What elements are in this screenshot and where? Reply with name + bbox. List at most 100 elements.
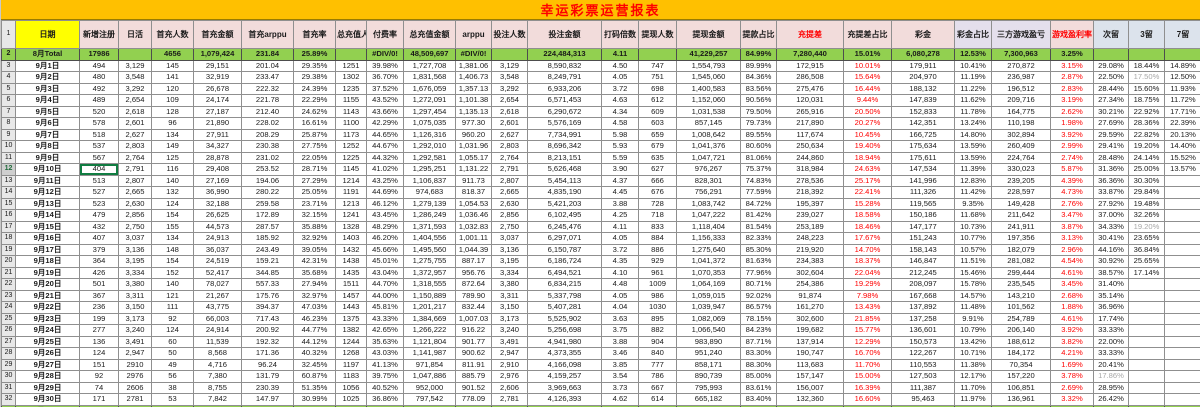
- table-cell[interactable]: 124: [79, 347, 119, 360]
- date-cell[interactable]: 9月26日: [15, 347, 80, 360]
- table-cell[interactable]: 137,258: [891, 312, 955, 325]
- table-cell[interactable]: 3,195: [118, 255, 152, 268]
- table-cell[interactable]: 492: [79, 82, 119, 95]
- table-cell[interactable]: 9.91%: [954, 312, 992, 325]
- table-cell[interactable]: 24,914: [193, 324, 242, 337]
- table-cell[interactable]: 35.63%: [366, 335, 404, 348]
- table-cell[interactable]: 147,534: [891, 163, 955, 176]
- date-cell[interactable]: 9月30日: [15, 393, 80, 406]
- table-cell[interactable]: 22.50%: [1093, 71, 1129, 84]
- table-cell[interactable]: 520: [79, 105, 119, 118]
- table-cell[interactable]: 1,001.11: [455, 232, 492, 245]
- table-cell[interactable]: 21,267: [193, 289, 242, 302]
- column-header-21[interactable]: 三方游戏盈亏: [991, 20, 1051, 49]
- table-cell[interactable]: 35.88%: [293, 220, 336, 233]
- table-cell[interactable]: 10.57%: [954, 243, 992, 256]
- table-cell[interactable]: 3,311: [118, 289, 152, 302]
- table-cell[interactable]: 479: [79, 209, 119, 222]
- table-cell[interactable]: [1164, 381, 1200, 394]
- column-header-23[interactable]: 次留: [1093, 20, 1129, 49]
- table-cell[interactable]: 5,421,203: [527, 197, 602, 210]
- table-cell[interactable]: 84.23%: [740, 324, 777, 337]
- table-cell[interactable]: 777: [638, 358, 677, 371]
- table-cell[interactable]: 37.52%: [366, 82, 404, 95]
- date-cell[interactable]: 9月8日: [15, 140, 80, 153]
- table-cell[interactable]: 6,102,495: [527, 209, 602, 222]
- table-cell[interactable]: 15.52%: [1164, 151, 1200, 164]
- table-cell[interactable]: 7,842: [193, 393, 242, 406]
- table-cell[interactable]: 1435: [335, 266, 367, 279]
- table-cell[interactable]: 1,121,804: [403, 335, 456, 348]
- table-cell[interactable]: 1,047,721: [676, 151, 741, 164]
- table-cell[interactable]: 36.36%: [1093, 174, 1129, 187]
- table-cell[interactable]: 159.21: [241, 255, 294, 268]
- table-cell[interactable]: 10.01%: [843, 59, 892, 72]
- table-cell[interactable]: 1,055.17: [455, 151, 492, 164]
- table-cell[interactable]: [1164, 301, 1200, 314]
- table-cell[interactable]: 197,356: [991, 232, 1051, 245]
- table-cell[interactable]: 2,618: [491, 105, 528, 118]
- table-cell[interactable]: 1,150,889: [403, 289, 456, 302]
- row-number[interactable]: 20: [1, 255, 16, 268]
- table-cell[interactable]: 16.44%: [843, 82, 892, 95]
- table-cell[interactable]: [1128, 312, 1165, 325]
- table-cell[interactable]: 1252: [335, 140, 367, 153]
- table-cell[interactable]: 18.94%: [843, 151, 892, 164]
- table-cell[interactable]: 3.25%: [1050, 48, 1094, 61]
- table-cell[interactable]: 36.86%: [366, 393, 404, 406]
- table-cell[interactable]: 3,292: [491, 82, 528, 95]
- table-cell[interactable]: 233.47: [241, 71, 294, 84]
- table-cell[interactable]: 747: [638, 59, 677, 72]
- table-cell[interactable]: 1268: [335, 347, 367, 360]
- table-cell[interactable]: 1,064,169: [676, 278, 741, 291]
- table-cell[interactable]: 1251: [335, 59, 367, 72]
- table-cell[interactable]: 92: [151, 312, 194, 325]
- table-cell[interactable]: 5,576,169: [527, 117, 602, 130]
- table-cell[interactable]: 92: [79, 370, 119, 383]
- table-cell[interactable]: 36.84%: [1128, 243, 1165, 256]
- table-cell[interactable]: [638, 48, 677, 61]
- table-cell[interactable]: 9.44%: [843, 94, 892, 107]
- row-number[interactable]: 2: [1, 48, 16, 61]
- table-cell[interactable]: 44.16%: [1093, 243, 1129, 256]
- table-cell[interactable]: 1030: [638, 301, 677, 314]
- row-number[interactable]: 31: [1, 381, 16, 394]
- table-cell[interactable]: 1,126,316: [403, 128, 456, 141]
- table-cell[interactable]: 1438: [335, 255, 367, 268]
- table-cell[interactable]: 7.98%: [843, 289, 892, 302]
- table-cell[interactable]: 2,618: [118, 105, 152, 118]
- table-cell[interactable]: 20.50%: [843, 105, 892, 118]
- table-cell[interactable]: 3.78%: [1050, 370, 1094, 383]
- table-cell[interactable]: 243.49: [241, 243, 294, 256]
- date-cell[interactable]: 9月23日: [15, 312, 80, 325]
- table-cell[interactable]: 145: [151, 59, 194, 72]
- table-cell[interactable]: 5.59: [601, 151, 639, 164]
- table-cell[interactable]: 17.86%: [1093, 370, 1129, 383]
- table-cell[interactable]: 3.87%: [1050, 220, 1094, 233]
- table-cell[interactable]: 172,915: [776, 59, 844, 72]
- table-cell[interactable]: 43,775: [193, 301, 242, 314]
- table-cell[interactable]: 36.96%: [1093, 301, 1129, 314]
- row-number[interactable]: 23: [1, 289, 16, 302]
- table-cell[interactable]: 42.29%: [366, 117, 404, 130]
- table-cell[interactable]: 156,007: [776, 381, 844, 394]
- column-header-0[interactable]: 日期: [15, 20, 80, 49]
- column-header-3[interactable]: 首充人数: [151, 20, 194, 49]
- table-cell[interactable]: 17.14%: [1128, 266, 1165, 279]
- table-cell[interactable]: 3,311: [491, 289, 528, 302]
- table-cell[interactable]: 24,913: [193, 232, 242, 245]
- table-cell[interactable]: 60.87%: [293, 370, 336, 383]
- table-cell[interactable]: 1100: [335, 117, 367, 130]
- table-cell[interactable]: 22.92%: [1128, 105, 1165, 118]
- table-cell[interactable]: 11.39%: [954, 163, 992, 176]
- table-cell[interactable]: [1164, 370, 1200, 383]
- table-cell[interactable]: 17986: [79, 48, 119, 61]
- table-cell[interactable]: 1,118,404: [676, 220, 741, 233]
- table-cell[interactable]: 141,996: [891, 174, 955, 187]
- table-cell[interactable]: 2,856: [491, 209, 528, 222]
- table-cell[interactable]: 6,080,278: [891, 48, 955, 61]
- table-cell[interactable]: 2910: [118, 358, 152, 371]
- table-cell[interactable]: 1403: [335, 232, 367, 245]
- table-cell[interactable]: 4.04: [601, 301, 639, 314]
- table-cell[interactable]: 84.36%: [740, 71, 777, 84]
